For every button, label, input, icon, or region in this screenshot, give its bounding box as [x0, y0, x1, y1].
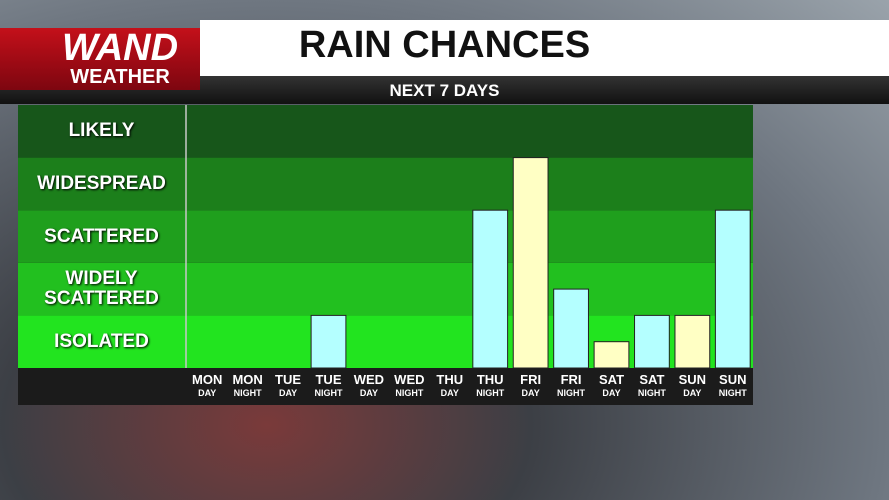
band — [18, 105, 753, 158]
band — [18, 210, 753, 263]
band — [18, 315, 753, 368]
bar — [472, 209, 509, 369]
x-tick-sublabel: NIGHT — [314, 388, 343, 398]
chart-subtitle: NEXT 7 DAYS — [389, 81, 500, 100]
x-tick-sublabel: DAY — [278, 388, 298, 398]
bar — [310, 314, 347, 369]
x-tick-sublabel: NIGHT — [557, 388, 586, 398]
bar — [593, 341, 630, 369]
y-tick-label: WIDESPREAD — [37, 172, 166, 194]
x-tick-label: TUE — [315, 372, 342, 387]
x-tick-label: FRI — [520, 372, 542, 387]
logo — [0, 28, 200, 90]
title-bar — [200, 20, 889, 76]
x-tick-sublabel: DAY — [198, 388, 217, 398]
x-tick-sublabel: DAY — [359, 388, 378, 398]
x-tick-label: FRI — [560, 372, 582, 387]
bar — [714, 209, 751, 369]
bar — [674, 314, 711, 369]
x-tick-label: WED — [353, 372, 385, 387]
logo-text: WAND — [61, 27, 179, 69]
x-tick-sublabel: NIGHT — [718, 388, 747, 398]
x-tick-label: MON — [192, 372, 223, 387]
x-tick-sublabel: NIGHT — [637, 388, 666, 398]
y-tick-label: SCATTERED — [44, 225, 159, 247]
x-tick-label: SUN — [719, 372, 747, 387]
bar — [512, 157, 549, 369]
x-tick-label: SAT — [598, 372, 625, 387]
x-tick-label: WED — [394, 372, 425, 387]
x-axis-row — [18, 368, 753, 405]
y-tick-label: WIDELY SCATTERED — [44, 268, 159, 310]
x-tick-sublabel: DAY — [683, 388, 702, 398]
x-tick-label: THU — [476, 372, 504, 387]
x-tick-label: SUN — [678, 372, 707, 387]
y-tick-label: LIKELY — [68, 120, 135, 142]
x-tick-sublabel: DAY — [521, 388, 540, 398]
bar — [553, 288, 589, 369]
chart-title: RAIN CHANCES — [298, 24, 591, 66]
x-tick-sublabel: DAY — [440, 388, 459, 398]
bar — [634, 314, 670, 369]
x-tick-sublabel: NIGHT — [233, 388, 262, 398]
band — [18, 157, 753, 211]
x-tick-label: SAT — [639, 372, 665, 387]
logo-subtext: WEATHER — [70, 66, 170, 88]
x-tick-sublabel: NIGHT — [476, 388, 505, 398]
x-tick-label: THU — [436, 372, 464, 387]
x-tick-sublabel: NIGHT — [395, 388, 424, 398]
x-tick-sublabel: DAY — [602, 388, 621, 398]
x-tick-label: MON — [232, 372, 263, 387]
y-tick-label: ISOLATED — [54, 330, 149, 352]
x-tick-label: TUE — [275, 372, 302, 387]
band — [18, 262, 753, 316]
